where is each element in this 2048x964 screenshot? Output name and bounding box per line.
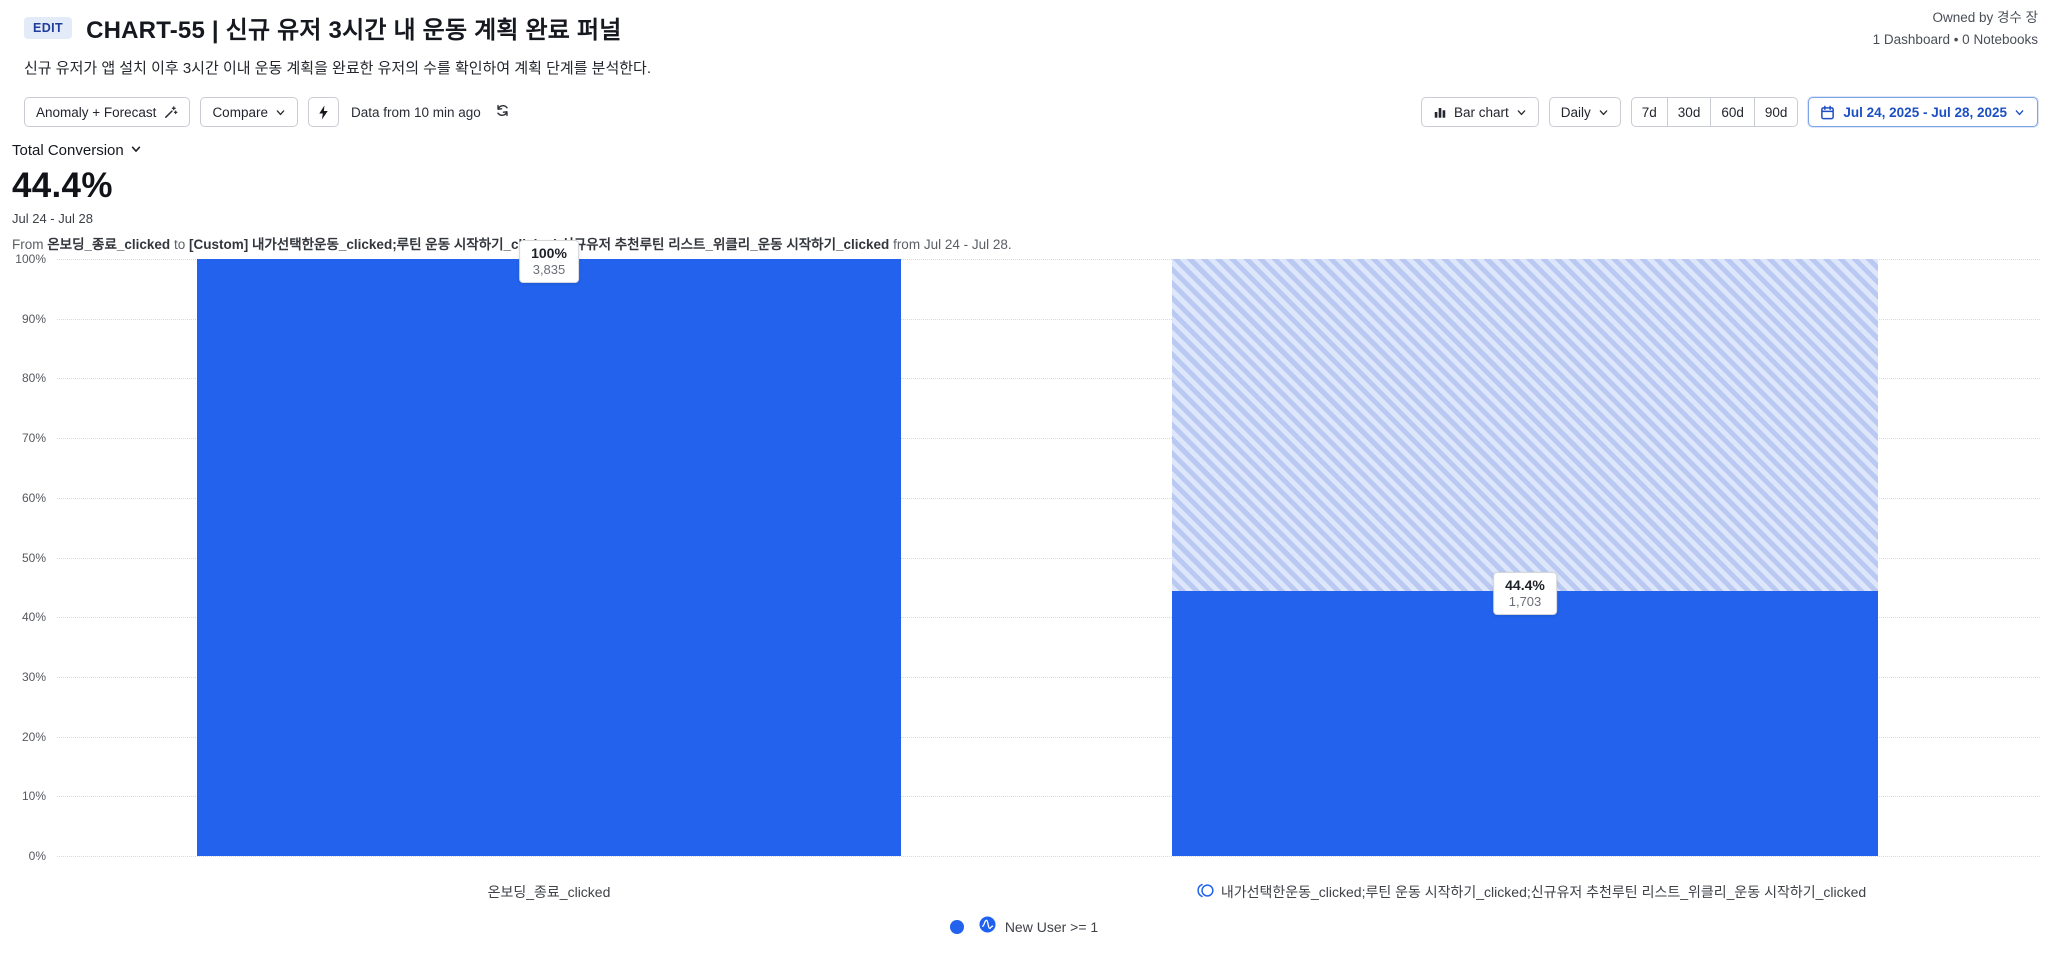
range-preset-7d[interactable]: 7d xyxy=(1630,97,1668,127)
date-range-label: Jul 24, 2025 - Jul 28, 2025 xyxy=(1843,104,2007,120)
desc-suffix: from Jul 24 - Jul 28. xyxy=(893,237,1012,252)
y-axis-tick: 80% xyxy=(21,371,46,386)
calendar-icon xyxy=(1820,105,1836,120)
gridline xyxy=(57,318,2040,320)
gridline xyxy=(57,378,2040,380)
y-axis-tick: 0% xyxy=(28,849,46,863)
y-axis-tick: 30% xyxy=(21,669,46,684)
y-axis-tick: 20% xyxy=(21,729,46,744)
step1-event-name: 온보딩_종료_clicked xyxy=(487,884,611,900)
custom-event-icon xyxy=(1196,883,1215,901)
lightning-icon xyxy=(317,104,330,120)
gridline xyxy=(57,736,2040,738)
gridline xyxy=(57,259,2040,260)
x-axis-label-step2: 내가선택한운동_clicked;루틴 운동 시작하기_clicked;신규유저 … xyxy=(1196,882,1866,902)
chevron-down-icon xyxy=(1598,107,1609,118)
y-axis-tick: 100% xyxy=(15,252,46,266)
y-axis-tick: 50% xyxy=(21,550,46,565)
funnel-bar-step2-dropoff[interactable] xyxy=(1172,259,1878,591)
y-axis-tick: 90% xyxy=(21,311,46,326)
y-axis-tick: 40% xyxy=(21,610,46,625)
bar-value-label-step2: 44.4% 1,703 xyxy=(1493,572,1557,615)
edit-badge[interactable]: EDIT xyxy=(24,16,73,39)
step1-percent: 100% xyxy=(531,245,567,261)
chevron-down-icon xyxy=(2014,107,2026,118)
desc-from-word: From xyxy=(12,237,44,252)
compare-label: Compare xyxy=(212,104,268,120)
step2-percent: 44.4% xyxy=(1505,577,1545,593)
refresh-button[interactable] xyxy=(491,97,514,127)
gridline xyxy=(57,676,2040,678)
magic-wand-icon xyxy=(163,105,178,120)
y-axis-tick: 10% xyxy=(21,789,46,804)
range-preset-60d[interactable]: 60d xyxy=(1710,97,1755,127)
gridline xyxy=(57,438,2040,440)
y-axis-tick: 70% xyxy=(21,431,46,446)
desc-to-word: to xyxy=(173,237,186,252)
chevron-down-icon xyxy=(130,142,142,159)
compare-dropdown[interactable]: Compare xyxy=(200,97,298,127)
bar-chart-icon xyxy=(1433,105,1447,119)
chart-type-label: Bar chart xyxy=(1453,104,1509,120)
legend: New User >= 1 xyxy=(0,916,2048,938)
range-preset-group: 7d 30d 60d 90d xyxy=(1630,97,1799,127)
realtime-data-button[interactable] xyxy=(307,97,339,127)
y-axis-tick: 60% xyxy=(21,490,46,505)
metric-selector[interactable]: Total Conversion xyxy=(12,142,142,159)
interval-dropdown[interactable]: Daily xyxy=(1548,97,1621,127)
step2-event-name: 내가선택한운동_clicked;루틴 운동 시작하기_clicked;신규유저 … xyxy=(1220,884,1867,900)
toolbar-left: Anomaly + Forecast Compare Data from 10 … xyxy=(24,97,514,127)
page-title: CHART-55 | 신규 유저 3시간 내 운동 계획 완료 퍼널 xyxy=(86,17,622,44)
date-range-picker[interactable]: Jul 24, 2025 - Jul 28, 2025 xyxy=(1808,97,2038,127)
metric-label: Total Conversion xyxy=(12,142,124,159)
desc-from-event: 온보딩_종료_clicked xyxy=(47,237,171,252)
toolbar: Anomaly + Forecast Compare Data from 10 … xyxy=(24,96,2038,128)
range-preset-90d[interactable]: 90d xyxy=(1753,97,1799,127)
step2-count: 1,703 xyxy=(1508,594,1542,609)
amplitude-logo-icon xyxy=(979,916,996,938)
x-axis-label-step1: 온보딩_종료_clicked xyxy=(488,882,611,902)
series-color-dot xyxy=(949,920,964,934)
chart-description: 신규 유저가 앱 설치 이후 3시간 이내 운동 계획을 완료한 유저의 수를 … xyxy=(24,60,652,77)
owned-by-text: Owned by 경수 장 xyxy=(1932,10,2038,25)
owner-info: Owned by 경수 장 1 Dashboard • 0 Notebooks xyxy=(1873,7,2038,51)
chevron-down-icon xyxy=(275,107,286,118)
header: EDIT CHART-55 | 신규 유저 3시간 내 운동 계획 완료 퍼널 … xyxy=(24,10,651,78)
total-conversion-value: 44.4% xyxy=(12,166,113,205)
step1-count: 3,835 xyxy=(532,262,566,277)
usage-meta-text: 1 Dashboard • 0 Notebooks xyxy=(1872,32,2038,47)
chart-type-dropdown[interactable]: Bar chart xyxy=(1420,97,1539,127)
bar-value-label-step1: 100% 3,835 xyxy=(519,240,579,283)
toolbar-right: Bar chart Daily 7d 30d 60d 90d xyxy=(1420,97,2038,127)
interval-label: Daily xyxy=(1560,104,1591,120)
anomaly-forecast-button[interactable]: Anomaly + Forecast xyxy=(24,97,191,127)
funnel-bar-step2-converted[interactable] xyxy=(1172,591,1878,856)
anomaly-forecast-label: Anomaly + Forecast xyxy=(36,104,157,120)
summary-date-range: Jul 24 - Jul 28 xyxy=(12,211,93,226)
gridline xyxy=(57,557,2040,559)
funnel-bar-step1-converted[interactable] xyxy=(197,259,901,856)
gridline xyxy=(57,796,2040,798)
gridline xyxy=(57,497,2040,499)
gridline xyxy=(57,617,2040,619)
refresh-icon xyxy=(495,103,510,121)
legend-item-new-user[interactable]: New User >= 1 xyxy=(949,916,1099,938)
range-preset-30d[interactable]: 30d xyxy=(1666,97,1712,127)
data-freshness-text: Data from 10 min ago xyxy=(350,104,481,120)
chevron-down-icon xyxy=(1516,107,1527,118)
gridline xyxy=(57,856,2040,857)
legend-label: New User >= 1 xyxy=(1004,919,1099,935)
